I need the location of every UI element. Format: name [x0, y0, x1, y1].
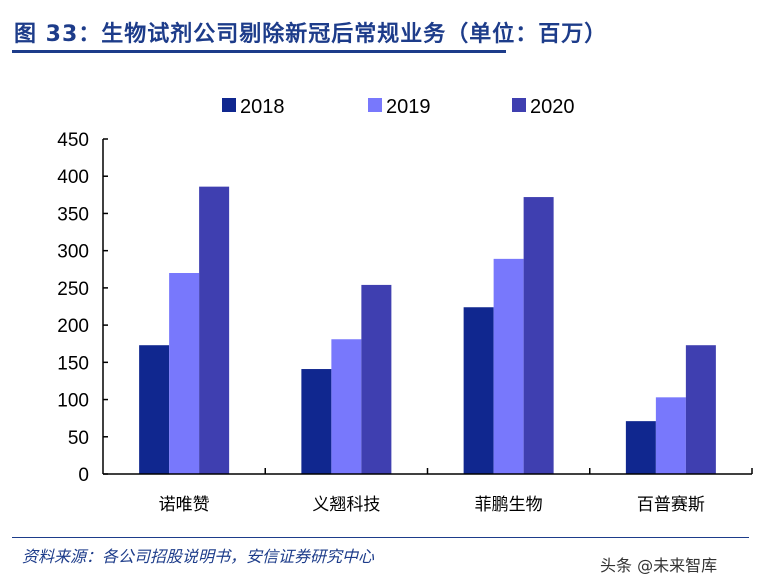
bar-2019-0: [169, 273, 200, 474]
y-tick-label: 100: [57, 391, 89, 412]
bar-2020-3: [685, 345, 716, 474]
legend-label-2019: 2019: [386, 96, 431, 118]
bar-2019-3: [655, 397, 686, 474]
y-tick-label: 150: [57, 353, 89, 374]
bar-2019-2: [493, 258, 524, 474]
y-tick-label: 200: [57, 316, 89, 337]
x-tick-label: 菲鹏生物: [475, 495, 543, 515]
figure-title: 图 33：生物试剂公司剔除新冠后常规业务（单位：百万）: [14, 22, 608, 47]
legend-swatch-2018: [222, 98, 236, 112]
bar-2018-2: [463, 307, 494, 474]
y-tick-label: 50: [68, 428, 89, 449]
y-tick-label: 250: [57, 279, 89, 300]
x-tick-label: 诺唯赞: [159, 495, 210, 515]
source-note: 资料来源：各公司招股说明书，安信证券研究中心: [22, 547, 375, 566]
title-divider: [12, 50, 506, 53]
legend-swatch-2019: [368, 98, 382, 112]
bar-2020-1: [361, 284, 392, 474]
legend-label-2018: 2018: [240, 96, 285, 118]
bar-2018-1: [301, 369, 332, 474]
bar-2020-0: [199, 186, 230, 474]
bar-2018-3: [625, 421, 656, 474]
x-tick-label: 百普赛斯: [637, 494, 705, 515]
bar-2019-1: [331, 339, 362, 474]
y-tick-label: 400: [57, 167, 89, 188]
bar-2020-2: [523, 197, 554, 475]
legend-label-2020: 2020: [530, 96, 575, 118]
bar-2018-0: [139, 345, 170, 474]
x-tick-label: 义翘科技: [312, 495, 380, 515]
y-tick-label: 350: [57, 204, 89, 225]
y-tick-label: 450: [57, 130, 89, 151]
footer-divider: [12, 537, 749, 538]
y-tick-label: 300: [57, 242, 89, 263]
watermark: 头条 @未来智库: [600, 556, 718, 575]
y-tick-label: 0: [78, 465, 89, 486]
legend-swatch-2020: [512, 98, 526, 112]
